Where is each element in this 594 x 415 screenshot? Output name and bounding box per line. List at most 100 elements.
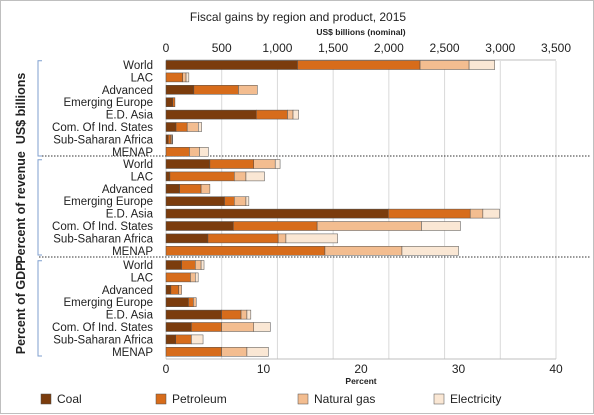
bar-segment: [179, 184, 202, 194]
bar-segment: [165, 60, 298, 70]
category-label: Advanced: [102, 285, 153, 297]
bar-segment: [171, 134, 173, 145]
bottom-tick-label: 10: [257, 362, 271, 376]
bar-segment: [234, 196, 247, 206]
bar-segment: [185, 72, 190, 83]
top-tick-label: 3,500: [541, 41, 571, 55]
legend-swatch: [297, 393, 309, 405]
category-label: Com. Of Ind. States: [52, 221, 153, 233]
bottom-tick-label: 20: [354, 362, 368, 376]
bar-segment: [165, 72, 183, 83]
legend-swatch: [40, 393, 52, 405]
bar-segment: [165, 122, 177, 132]
bar-segment: [165, 260, 182, 270]
bar-segment: [165, 184, 180, 194]
bar-segment: [240, 309, 248, 320]
bar-segment: [277, 233, 287, 244]
category-label: Emerging Europe: [64, 297, 154, 309]
bar-segment: [256, 109, 288, 120]
bar-segment: [165, 347, 222, 357]
bar-segment: [191, 334, 204, 345]
bar-segment: [165, 159, 211, 169]
bar-segment: [246, 309, 252, 320]
bottom-axis-label: Percent: [345, 376, 376, 386]
bar-segment: [189, 147, 200, 157]
top-axis-ticks: 0 500 1,000 1,500 2,000 2,500 3,000 3,500: [163, 41, 572, 55]
panel-bracket: [37, 159, 42, 256]
bar-segment: [221, 347, 248, 357]
bar-segment: [165, 322, 192, 332]
bar-segment: [170, 285, 179, 295]
bar-segment: [193, 85, 239, 95]
bar-segment: [469, 208, 484, 219]
panel-label: Percent of GDP: [14, 263, 28, 355]
bar-segment: [188, 297, 194, 307]
bar-segment: [165, 221, 234, 231]
bar-segment: [175, 122, 188, 132]
chart-title: Fiscal gains by region and product, 2015: [190, 10, 406, 24]
category-label: MENAP: [112, 147, 153, 159]
legend: Coal Petroleum Natural gas Electricity: [40, 392, 501, 406]
bar-segment: [178, 285, 182, 295]
bar-segment: [186, 122, 199, 132]
bar-segment: [200, 260, 205, 270]
top-axis-label: US$ billions (nominal): [316, 27, 405, 37]
bar-segment: [165, 246, 326, 256]
bar-segment: [238, 85, 258, 95]
bar-segment: [292, 109, 299, 120]
category-label: LAC: [131, 272, 153, 284]
bottom-tick-label: 30: [452, 362, 466, 376]
bar-segment: [297, 60, 421, 70]
bar-segment: [165, 171, 171, 182]
top-tick-label: 2,500: [430, 41, 460, 55]
bar-segment: [324, 246, 403, 256]
legend-label: Natural gas: [314, 392, 375, 406]
legend-label: Petroleum: [172, 392, 227, 406]
bar-segment: [165, 147, 190, 157]
bar-segment: [165, 233, 209, 244]
category-label: Com. Of Ind. States: [52, 322, 153, 334]
category-label: LAC: [131, 171, 153, 183]
bar-segment: [165, 196, 225, 206]
panel: Percent of revenue WorldLACAdvancedEmergi…: [14, 151, 500, 264]
bottom-axis-ticks: 0 10 20 30 40: [163, 362, 563, 376]
bar-segment: [482, 208, 500, 219]
bar-segment: [207, 233, 279, 244]
bar-segment: [253, 159, 276, 169]
bar-segment: [190, 272, 196, 283]
bar-segment: [200, 184, 211, 194]
bar-segment: [195, 272, 199, 283]
legend-swatch: [433, 393, 445, 405]
top-tick-label: 0: [163, 41, 170, 55]
bar-segment: [165, 309, 222, 320]
bar-segment: [245, 171, 265, 182]
category-label: Emerging Europe: [64, 97, 154, 109]
panel-label: US$ billions: [14, 73, 28, 145]
category-label: LAC: [131, 72, 153, 84]
panel-bracket: [37, 60, 42, 157]
category-label: World: [123, 60, 153, 72]
bar-segment: [169, 171, 235, 182]
bar-segment: [165, 334, 176, 345]
top-tick-label: 1,500: [318, 41, 348, 55]
bar-segment: [167, 134, 172, 145]
bar-segment: [165, 134, 169, 145]
bar-segment: [246, 347, 269, 357]
top-tick-label: 500: [212, 41, 232, 55]
bar-segment: [181, 260, 196, 270]
category-label: MENAP: [112, 246, 153, 258]
category-label: Com. Of Ind. States: [52, 122, 153, 134]
bar-segment: [233, 221, 318, 231]
category-label: Advanced: [102, 85, 153, 97]
category-label: E.D. Asia: [106, 110, 154, 122]
bar-segment: [419, 60, 470, 70]
bar-segment: [199, 147, 209, 157]
bar-segment: [221, 322, 254, 332]
legend-label: Coal: [57, 392, 82, 406]
bar-segment: [274, 159, 281, 169]
bar-segment: [191, 322, 222, 332]
